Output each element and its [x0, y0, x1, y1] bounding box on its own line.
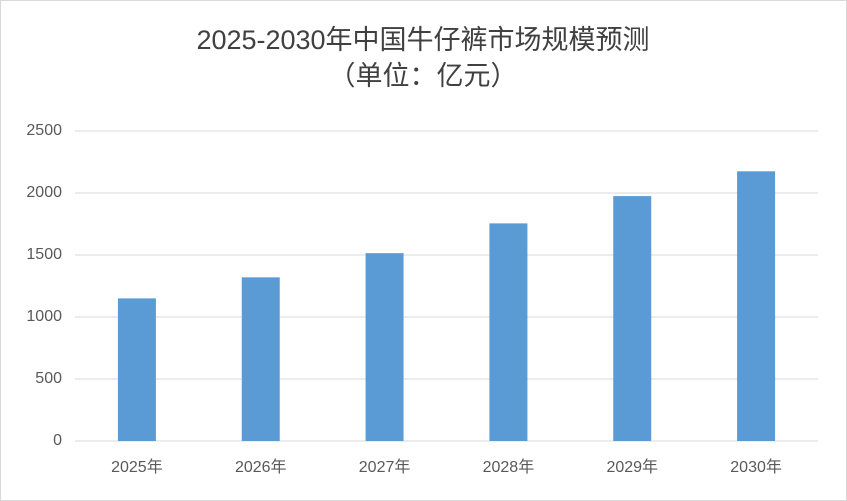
y-tick-label: 0: [53, 432, 62, 449]
x-tick-label: 2027年: [359, 458, 411, 476]
bar: [241, 277, 280, 441]
bar: [365, 253, 404, 441]
bar: [489, 223, 528, 441]
chart-subtitle: （单位：亿元）: [329, 61, 518, 91]
chart-title: 2025-2030年中国牛仔裤市场规模预测: [196, 25, 649, 55]
y-tick-label: 1000: [26, 308, 62, 325]
bar: [117, 298, 156, 441]
y-tick-label: 1500: [26, 246, 62, 263]
y-tick-label: 2000: [26, 184, 62, 201]
x-tick-label: 2028年: [483, 458, 535, 476]
x-tick-label: 2026年: [235, 458, 287, 476]
x-tick-label: 2030年: [730, 458, 782, 476]
bar: [613, 196, 652, 441]
x-tick-label: 2029年: [606, 458, 658, 476]
y-tick-label: 500: [35, 370, 62, 387]
y-tick-label: 2500: [26, 122, 62, 139]
bar: [737, 171, 776, 442]
x-tick-label: 2025年: [111, 458, 163, 476]
